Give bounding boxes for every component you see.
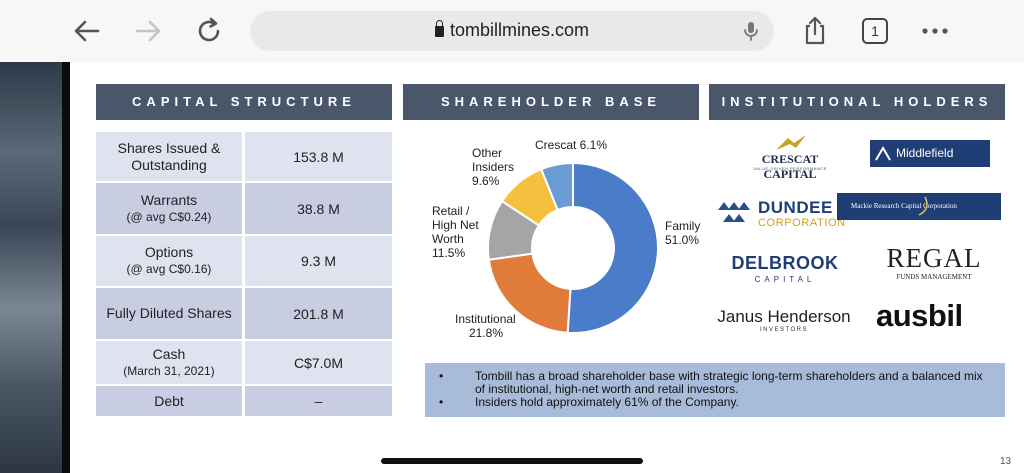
row-value: 38.8 M — [245, 183, 392, 234]
dundee-mark-icon — [718, 202, 750, 222]
middlefield-mark-icon — [875, 146, 891, 161]
address-bar[interactable]: tombillmines.com — [250, 11, 774, 51]
delbrook-capital-logo: DELBROOK CAPITAL — [731, 253, 839, 284]
share-icon[interactable] — [798, 14, 832, 48]
regal-funds-logo: REGAL FUNDS MANAGEMENT — [886, 243, 982, 281]
slice-label-institutional: Institutional 21.8% — [455, 312, 516, 340]
row-label: Fully Diluted Shares — [96, 288, 242, 339]
donut-svg — [487, 161, 659, 334]
table-row: Fully Diluted Shares 201.8 M — [96, 288, 392, 339]
url-text: tombillmines.com — [449, 20, 590, 40]
table-row: Cash (March 31, 2021) C$7.0M — [96, 341, 392, 384]
slice-label-retail: Retail / High Net Worth 11.5% — [432, 204, 479, 260]
reload-icon[interactable] — [192, 14, 226, 48]
row-label: Warrants (@ avg C$0.24) — [96, 183, 242, 234]
notes-box: • Tombill has a broad shareholder base w… — [425, 363, 1005, 417]
row-value: 153.8 M — [245, 132, 392, 181]
shareholder-donut-chart: Family 51.0% Institutional 21.8% Retail / H… — [403, 130, 703, 350]
bullet-icon: • — [439, 395, 444, 409]
row-label: Options (@ avg C$0.16) — [96, 236, 242, 286]
row-value: 9.3 M — [245, 236, 392, 286]
note-item: • Insiders hold approximately 61% of the… — [439, 395, 739, 409]
table-row: Debt – — [96, 386, 392, 416]
middlefield-group-logo: Middlefield Group — [870, 140, 990, 187]
slice-label-family: Family 51.0% — [665, 219, 701, 247]
slice-label-crescat: Crescat 6.1% — [535, 138, 608, 152]
table-row: Warrants (@ avg C$0.24) 38.8 M — [96, 183, 392, 234]
row-value: – — [245, 386, 392, 416]
janus-henderson-logo: Janus Henderson INVESTORS — [717, 307, 851, 333]
home-indicator[interactable] — [381, 458, 643, 464]
row-label: Debt — [96, 386, 242, 416]
donut-slice-family — [566, 161, 659, 334]
row-value: C$7.0M — [245, 341, 392, 384]
donut-slice-institutional — [487, 252, 572, 334]
shareholder-base-header: SHAREHOLDER BASE — [403, 84, 699, 120]
row-label: Cash (March 31, 2021) — [96, 341, 242, 384]
more-options-icon[interactable] — [918, 14, 952, 48]
slide-left-border — [62, 62, 70, 473]
dundee-corporation-logo: DUNDEE CORPORATION — [716, 196, 845, 232]
slice-label-other-insiders: Other Insiders 9.6% — [472, 146, 515, 188]
note-item: • Tombill has a broad shareholder base w… — [439, 369, 983, 396]
tab-count: 1 — [871, 23, 879, 39]
table-row: Options (@ avg C$0.16) 9.3 M — [96, 236, 392, 286]
crescat-capital-logo: CRESCAT CAPITAL VALUE-DRIVEN PERFORMANCE — [740, 134, 840, 181]
crescat-bird-icon — [776, 135, 806, 150]
back-arrow-icon[interactable] — [70, 14, 104, 48]
slide-page-number: 13 — [1000, 456, 1012, 467]
row-value: 201.8 M — [245, 288, 392, 339]
tabs-button[interactable]: 1 — [862, 18, 888, 44]
bullet-icon: • — [439, 369, 444, 383]
background-photo-edge — [0, 62, 62, 473]
mackie-research-logo: Mackie Research Capital Corporation — [837, 193, 1001, 220]
row-label: Shares Issued & Outstanding — [96, 132, 242, 181]
browser-toolbar: tombillmines.com 1 — [0, 0, 1024, 62]
ausbil-logo: ausbil — [876, 298, 963, 333]
microphone-icon[interactable] — [740, 20, 762, 42]
table-row: Shares Issued & Outstanding 153.8 M — [96, 132, 392, 181]
lock-icon — [434, 20, 444, 37]
capital-structure-header: CAPITAL STRUCTURE — [96, 84, 392, 120]
url-display: tombillmines.com — [250, 20, 774, 41]
donut-slice-crescat — [539, 161, 574, 212]
forward-arrow-icon[interactable] — [131, 14, 165, 48]
institutional-holders-header: INSTITUTIONAL HOLDERS — [709, 84, 1005, 120]
mackie-swoosh-icon — [918, 196, 928, 216]
